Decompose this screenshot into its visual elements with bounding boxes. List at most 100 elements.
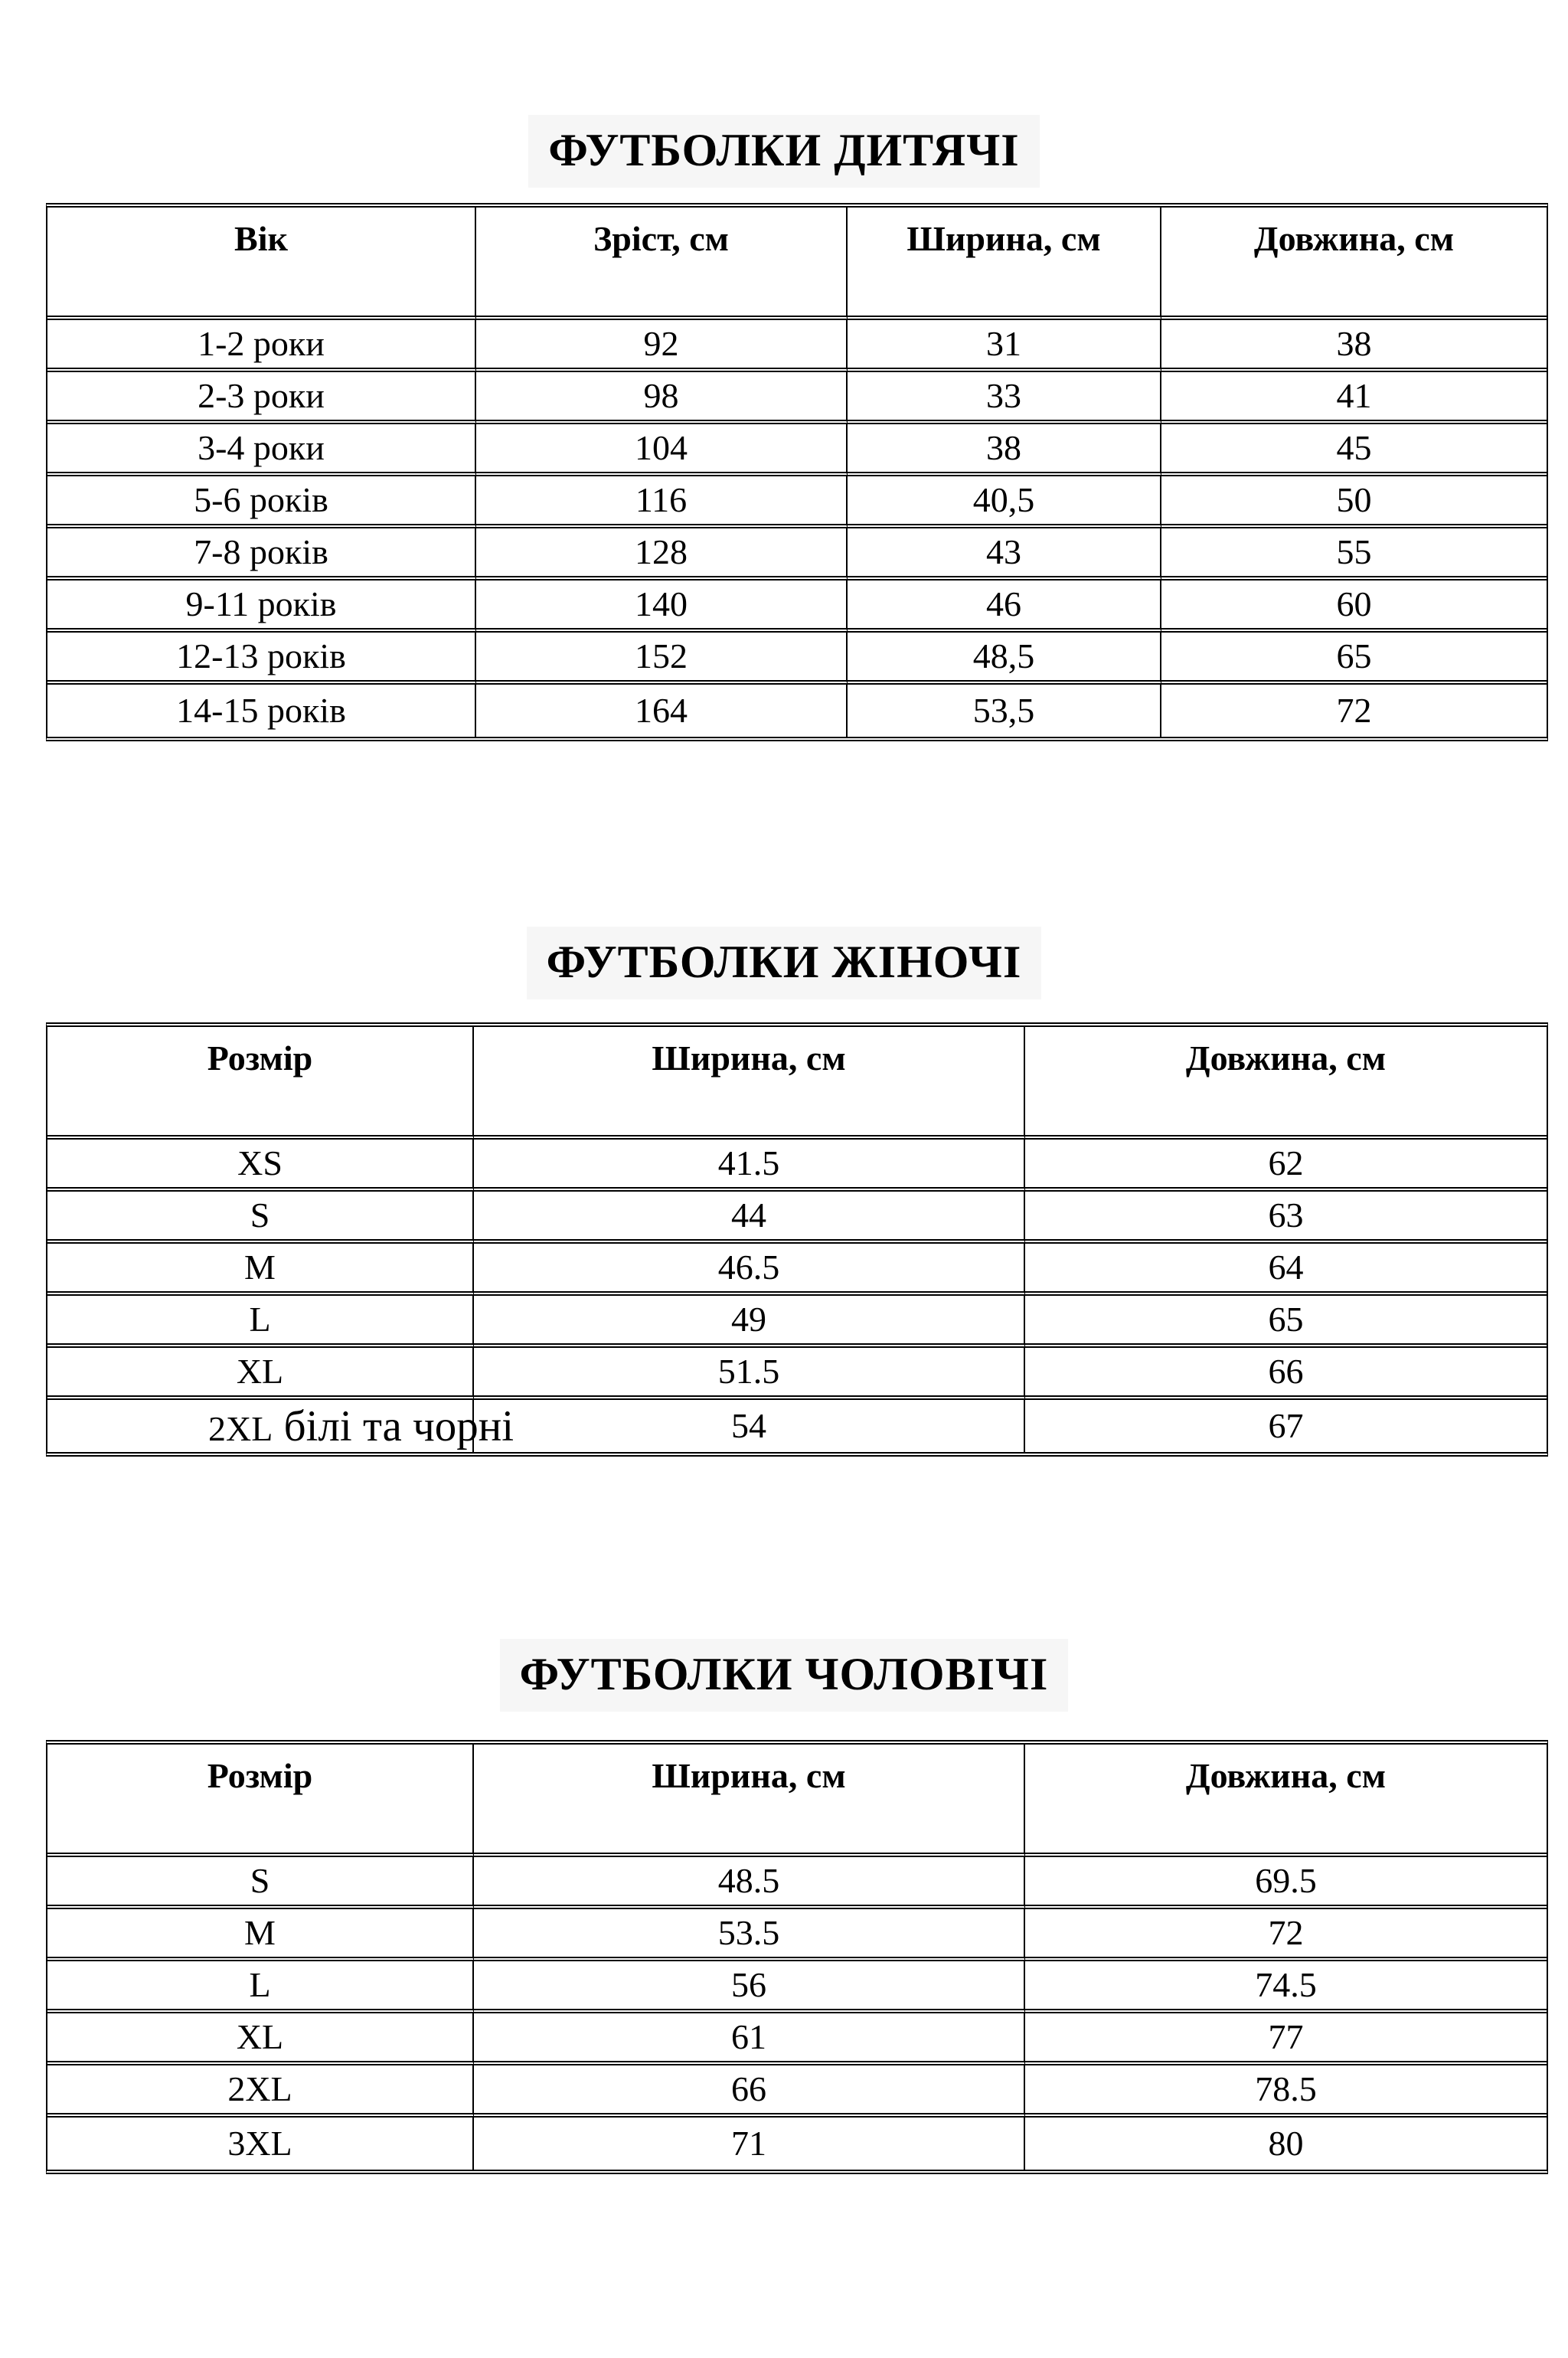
size-with-note: 2XL білі та чорні xyxy=(208,1405,514,1448)
table-cell: 56 xyxy=(474,1961,1025,2013)
section-title-men: ФУТБОЛКИ ЧОЛОВІЧІ xyxy=(0,1639,1568,1712)
table-cell: L xyxy=(47,1961,474,2013)
column-header: Вік xyxy=(47,208,476,320)
table-cell: 46.5 xyxy=(474,1244,1025,1296)
table-row: S 44 63 xyxy=(47,1192,1547,1244)
table-row: 3-4 роки 104 38 45 xyxy=(47,424,1547,476)
table-cell: S xyxy=(47,1192,474,1244)
table-cell: 71 xyxy=(474,2118,1025,2170)
table-row: XL 61 77 xyxy=(47,2013,1547,2065)
table-cell: 55 xyxy=(1161,528,1547,581)
section-title-men-text: ФУТБОЛКИ ЧОЛОВІЧІ xyxy=(499,1639,1069,1712)
table-cell: 50 xyxy=(1161,476,1547,528)
column-header: Розмір xyxy=(47,1027,474,1140)
table-cell: S xyxy=(47,1857,474,1909)
column-header: Довжина, см xyxy=(1025,1745,1547,1857)
table-row: 5-6 років 116 40,5 50 xyxy=(47,476,1547,528)
table-cell: 1-2 роки xyxy=(47,320,476,372)
table-cell: 53.5 xyxy=(474,1909,1025,1961)
table-cell: 7-8 років xyxy=(47,528,476,581)
men-sizes-table: Розмір Ширина, см Довжина, см S 48.5 69.5 M 53… xyxy=(46,1740,1548,2174)
table-row: 2XL білі та чорні 54 67 xyxy=(47,1400,1547,1452)
table-cell: 116 xyxy=(476,476,848,528)
table-cell: 41.5 xyxy=(474,1140,1025,1192)
table-row: 3XL 71 80 xyxy=(47,2118,1547,2170)
table-row: XL 51.5 66 xyxy=(47,1348,1547,1400)
table-cell: 45 xyxy=(1161,424,1547,476)
kids-sizes-table: Вік Зріст, см Ширина, см Довжина, см 1-2 ро… xyxy=(46,203,1548,741)
table-cell: 72 xyxy=(1336,690,1372,730)
table-cell: L xyxy=(47,1296,474,1348)
table-cell: 72 xyxy=(1025,1909,1547,1961)
table-row: L 49 65 xyxy=(47,1296,1547,1348)
section-title-women: ФУТБОЛКИ ЖІНОЧІ xyxy=(0,927,1568,999)
column-header: Розмір xyxy=(47,1745,474,1857)
table-row: L 56 74.5 xyxy=(47,1961,1547,2013)
table-cell: 104 xyxy=(476,424,848,476)
table-cell: M xyxy=(47,1909,474,1961)
header-row: Розмір Ширина, см Довжина, см xyxy=(47,1027,1547,1140)
table-row: M 53.5 72 xyxy=(47,1909,1547,1961)
table-cell: 38 xyxy=(848,424,1161,476)
table-cell: 92 xyxy=(476,320,848,372)
table-cell: 65 xyxy=(1161,633,1547,685)
table-cell: 38 xyxy=(1161,320,1547,372)
table-cell: 152 xyxy=(476,633,848,685)
table-cell: 60 xyxy=(1161,581,1547,633)
table-row: XS 41.5 62 xyxy=(47,1140,1547,1192)
table-cell: 40,5 xyxy=(848,476,1161,528)
table-row: M 46.5 64 xyxy=(47,1244,1547,1296)
table-row: 2-3 роки 98 33 41 xyxy=(47,372,1547,424)
table-cell: XL xyxy=(47,1348,474,1400)
table-cell: 140 xyxy=(476,581,848,633)
women-sizes-table: Розмір Ширина, см Довжина, см XS 41.5 62 S 44 6… xyxy=(46,1022,1548,1457)
table-cell: 2XL xyxy=(47,2065,474,2118)
table-cell: 2XL білі та чорні xyxy=(47,1400,514,1452)
table-cell: 62 xyxy=(1025,1140,1547,1192)
table-row: 9-11 років 140 46 60 xyxy=(47,581,1547,633)
table-cell: 69.5 xyxy=(1025,1857,1547,1909)
table-cell: 12-13 років xyxy=(47,633,476,685)
table-row: 7-8 років 128 43 55 xyxy=(47,528,1547,581)
table-cell: 98 xyxy=(476,372,848,424)
table-cell: 3XL xyxy=(47,2118,474,2170)
section-title-women-text: ФУТБОЛКИ ЖІНОЧІ xyxy=(526,927,1042,999)
table-cell: 44 xyxy=(474,1192,1025,1244)
table-cell: 49 xyxy=(474,1296,1025,1348)
table-cell: 80 xyxy=(1268,2123,1304,2163)
table-cell: 54 xyxy=(474,1400,1025,1452)
table-row: 1-2 роки 92 31 38 xyxy=(47,320,1547,372)
table-row: 14-15 років 164 53,5 72 xyxy=(47,685,1547,737)
table-cell: 78.5 xyxy=(1025,2065,1547,2118)
table-cell: 3-4 роки xyxy=(47,424,476,476)
table-cell: 67 xyxy=(1268,1405,1304,1445)
section-title-kids: ФУТБОЛКИ ДИТЯЧІ xyxy=(0,115,1568,188)
header-row: Розмір Ширина, см Довжина, см xyxy=(47,1745,1547,1857)
section-title-kids-text: ФУТБОЛКИ ДИТЯЧІ xyxy=(528,115,1040,188)
table-cell: XL xyxy=(47,2013,474,2065)
table-cell: 66 xyxy=(1025,1348,1547,1400)
table-cell: 51.5 xyxy=(474,1348,1025,1400)
table-cell: XS xyxy=(47,1140,474,1192)
table-cell: 31 xyxy=(848,320,1161,372)
table-cell: 14-15 років xyxy=(47,685,476,737)
column-header: Ширина, см xyxy=(848,208,1161,320)
table-cell: 64 xyxy=(1025,1244,1547,1296)
table-cell: 2-3 роки xyxy=(47,372,476,424)
table-cell: 77 xyxy=(1025,2013,1547,2065)
table-cell: 164 xyxy=(476,685,848,737)
column-header: Довжина, см xyxy=(1161,208,1547,320)
table-cell: 63 xyxy=(1025,1192,1547,1244)
table-cell: 66 xyxy=(474,2065,1025,2118)
color-note: білі та чорні xyxy=(273,1401,514,1450)
column-header: Зріст, см xyxy=(476,208,848,320)
size-label: 2XL xyxy=(208,1408,273,1448)
table-cell: M xyxy=(47,1244,474,1296)
column-header: Ширина, см xyxy=(474,1027,1025,1140)
table-cell: 43 xyxy=(848,528,1161,581)
table-row: 12-13 років 152 48,5 65 xyxy=(47,633,1547,685)
table-cell: 65 xyxy=(1025,1296,1547,1348)
table-row: S 48.5 69.5 xyxy=(47,1857,1547,1909)
table-cell: 46 xyxy=(848,581,1161,633)
